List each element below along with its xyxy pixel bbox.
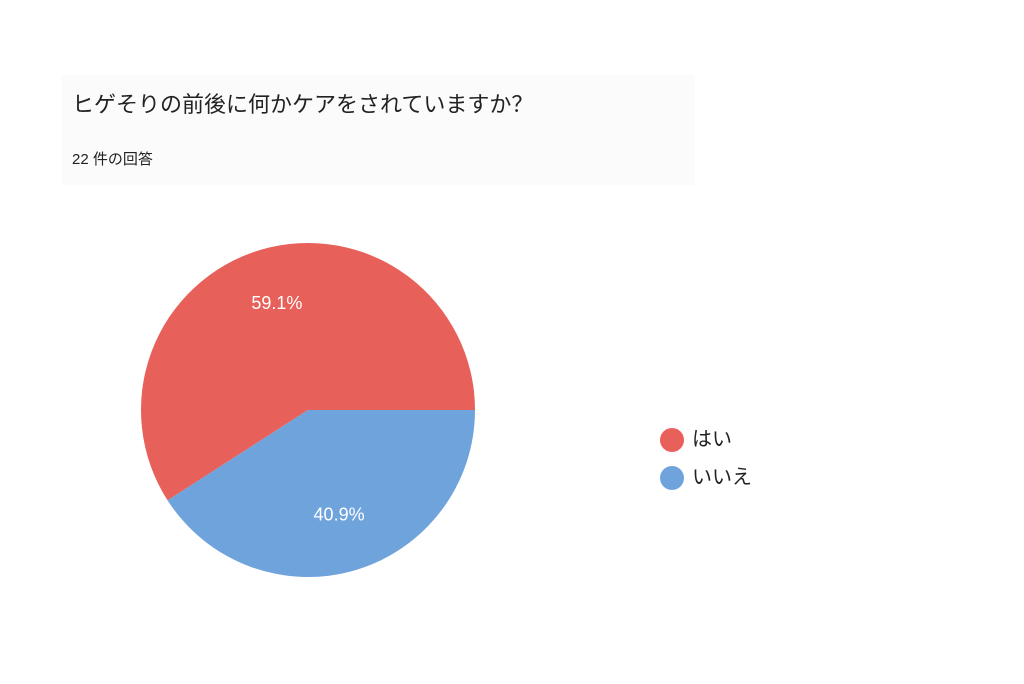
pie-slice [141,243,475,501]
pie-slice [167,410,475,578]
header-box [62,75,695,185]
chart-subtitle: 22 件の回答 [72,151,153,168]
legend-swatch [660,428,684,452]
slice-label: 59.1% [251,293,302,313]
slice-label: 40.9% [314,504,365,524]
legend-label: はい [692,428,732,450]
chart-title: ヒゲそりの前後に何かケアをされていますか？ [72,92,533,117]
legend-swatch [660,466,684,490]
legend-label: いいえ [692,466,752,488]
